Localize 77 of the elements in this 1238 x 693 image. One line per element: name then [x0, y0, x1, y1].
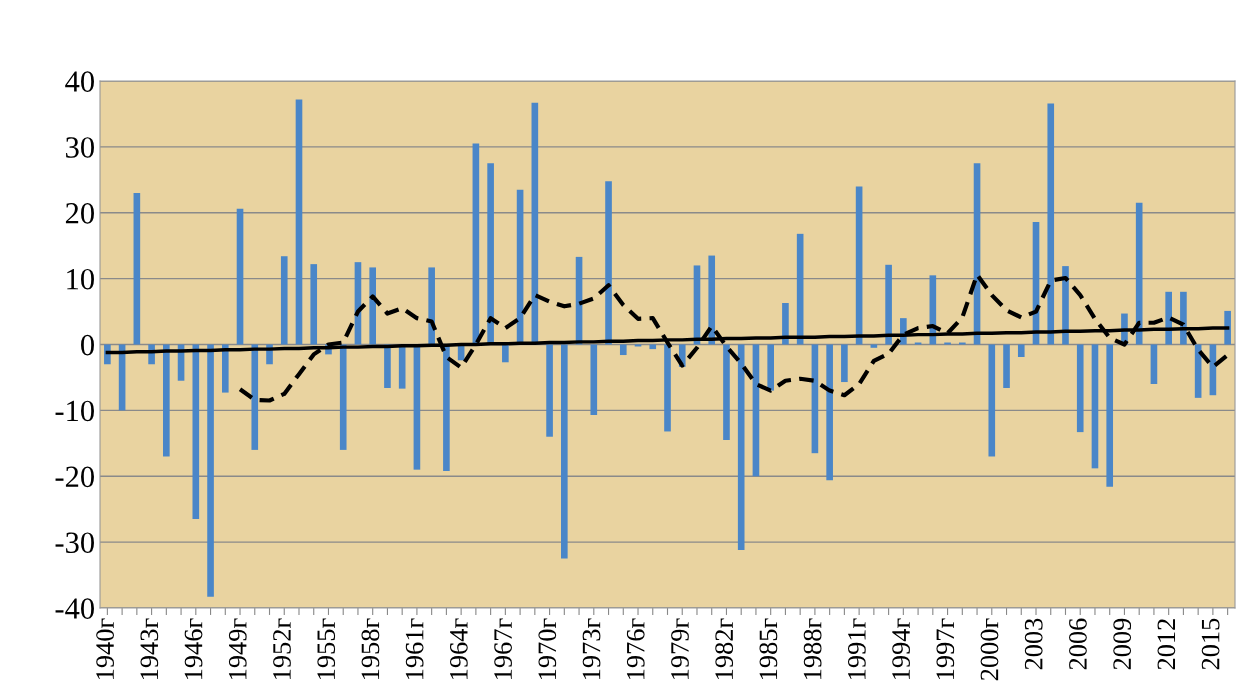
x-tick-label: 1985г [759, 618, 778, 679]
bar [428, 267, 435, 345]
bar [988, 344, 996, 457]
bar [163, 344, 170, 457]
bar [1165, 291, 1172, 345]
bar [295, 99, 303, 345]
x-tick-label: 1994г [892, 618, 910, 679]
bar [1017, 344, 1025, 358]
y-tick-label: -40 [55, 598, 94, 619]
x-tick-label: 1961г [405, 618, 424, 679]
bar [207, 344, 214, 597]
bar [619, 344, 627, 356]
y-tick-label: 20 [65, 203, 94, 224]
bar [708, 255, 716, 345]
y-tick-label: 0 [81, 334, 94, 356]
x-tick-label: 1997г [936, 618, 955, 679]
bar [737, 344, 745, 551]
bar [443, 344, 450, 471]
x-tick-label: 1988г [803, 618, 822, 679]
bar [605, 181, 612, 345]
bar [502, 344, 509, 363]
bar [590, 344, 598, 415]
x-tick-label: 1970г [538, 618, 557, 679]
x-tick-label: 2000г [980, 618, 999, 681]
x-tick-label: 2003 [1024, 618, 1043, 670]
bar [369, 267, 377, 345]
bar [649, 344, 657, 350]
bar [310, 264, 318, 345]
y-tick-label: -20 [55, 466, 94, 488]
bar [339, 344, 347, 450]
bar [664, 344, 671, 432]
x-tick-label: 1943г [140, 618, 159, 679]
x-tick-label: 2012 [1157, 619, 1176, 670]
bar [782, 303, 789, 345]
x-tick-label: 2006 [1069, 618, 1087, 670]
x-tick-label: 1967г [494, 618, 512, 679]
bar [1003, 344, 1010, 388]
x-tick-label: 1964г [450, 618, 468, 679]
x-tick-label: 1949г [228, 618, 247, 679]
x-tick-label: 1952г [273, 618, 291, 679]
x-tick-label: 2009 [1113, 618, 1132, 670]
x-tick-label: 1973г [582, 618, 601, 679]
bar [723, 344, 730, 441]
bar [192, 344, 200, 520]
y-tick-label: 10 [67, 268, 94, 290]
y-tick-label: -30 [55, 532, 94, 554]
bar [487, 163, 494, 345]
bar [1224, 310, 1231, 345]
bar [1091, 344, 1099, 469]
bar [767, 344, 774, 391]
y-tick-label: 40 [65, 71, 94, 92]
bar [280, 256, 288, 345]
bar [1076, 344, 1084, 433]
x-tick-label: 2015 [1201, 618, 1220, 670]
y-tick-label: -10 [55, 400, 94, 422]
x-tick-label: 1982г [715, 618, 734, 679]
bar [841, 344, 848, 383]
x-tick-label: 1940г [96, 618, 114, 679]
x-tick-label: 1991г [847, 618, 866, 679]
bar [561, 344, 568, 559]
bar [1135, 202, 1143, 345]
bar [1062, 266, 1069, 345]
bar [1106, 344, 1114, 487]
bar [885, 264, 892, 345]
bar [221, 344, 229, 393]
x-tick-label: 1976г [626, 618, 645, 679]
bar [236, 208, 244, 345]
bar [1047, 103, 1055, 345]
x-tick-label: 1955г [317, 618, 336, 679]
bar [251, 344, 259, 450]
bar [133, 192, 141, 345]
bar [546, 344, 553, 437]
x-tick-label: 1958г [361, 618, 380, 679]
y-tick-label: 30 [66, 137, 94, 158]
x-tick-label: 1946г [184, 618, 203, 679]
bar [826, 344, 833, 481]
x-tick-label: 1979г [671, 618, 689, 679]
